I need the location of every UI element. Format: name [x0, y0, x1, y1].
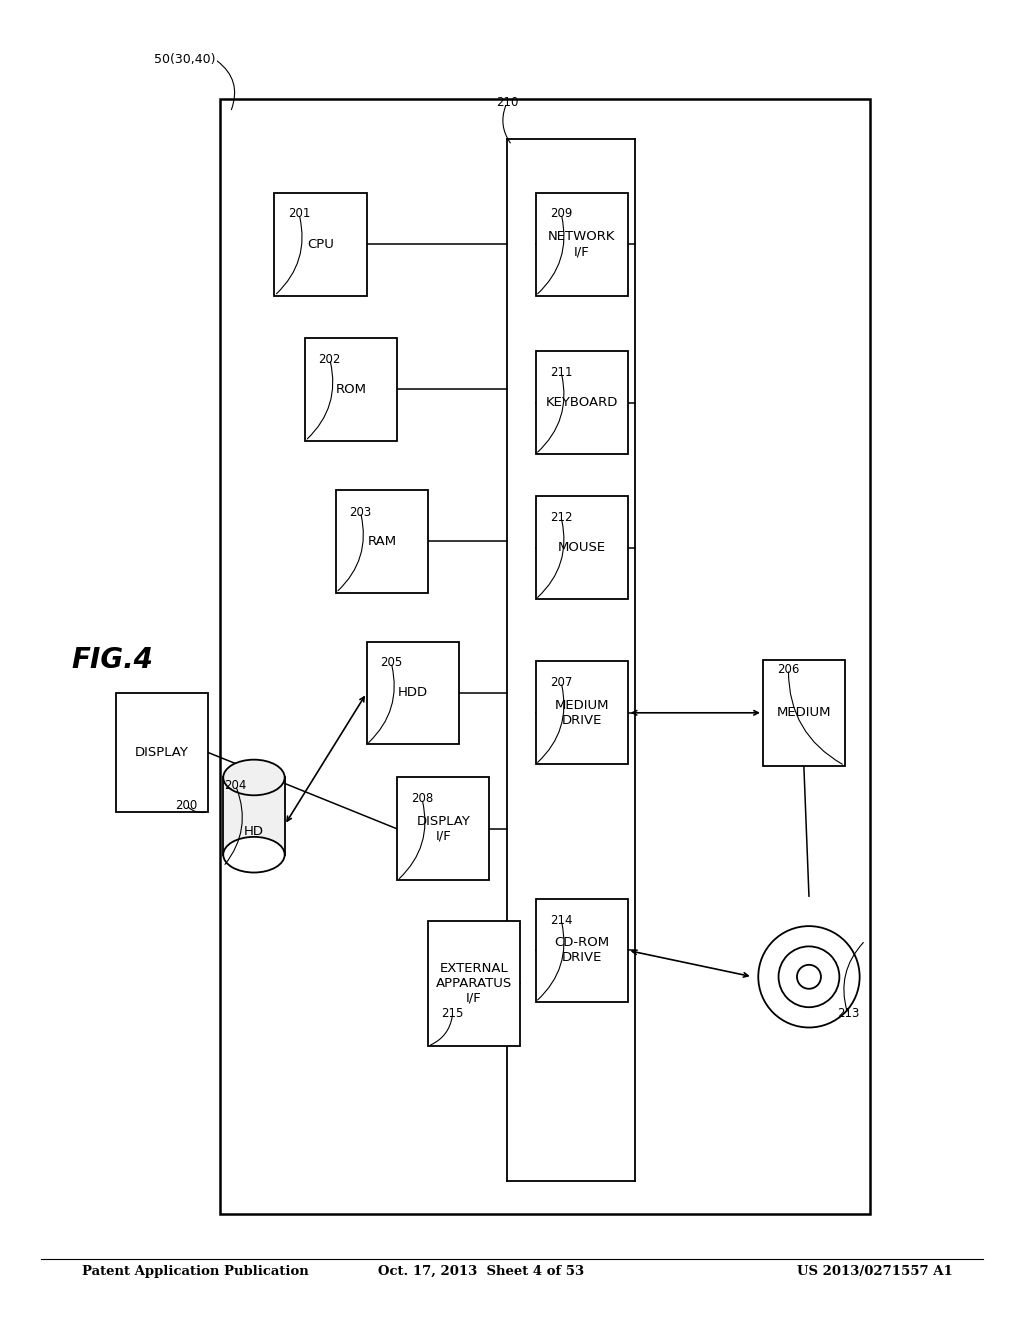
FancyBboxPatch shape — [367, 642, 459, 744]
Text: 204: 204 — [224, 779, 247, 792]
FancyBboxPatch shape — [763, 660, 845, 766]
Text: EXTERNAL
APPARATUS
I/F: EXTERNAL APPARATUS I/F — [436, 962, 512, 1005]
Text: Oct. 17, 2013  Sheet 4 of 53: Oct. 17, 2013 Sheet 4 of 53 — [378, 1265, 585, 1278]
Ellipse shape — [223, 759, 285, 795]
FancyBboxPatch shape — [220, 99, 870, 1214]
Text: NETWORK
I/F: NETWORK I/F — [548, 230, 615, 259]
Text: 214: 214 — [550, 913, 572, 927]
FancyBboxPatch shape — [116, 693, 208, 812]
Text: HD: HD — [244, 825, 264, 838]
Text: MEDIUM: MEDIUM — [776, 706, 831, 719]
Ellipse shape — [223, 837, 285, 873]
FancyBboxPatch shape — [428, 921, 520, 1045]
Text: CD-ROM
DRIVE: CD-ROM DRIVE — [554, 936, 609, 965]
Text: HDD: HDD — [397, 686, 428, 700]
FancyBboxPatch shape — [536, 661, 628, 764]
Text: RAM: RAM — [368, 535, 396, 548]
Text: 215: 215 — [441, 1007, 464, 1020]
Text: KEYBOARD: KEYBOARD — [546, 396, 617, 409]
Text: ROM: ROM — [336, 383, 367, 396]
Text: 205: 205 — [380, 656, 402, 669]
FancyBboxPatch shape — [274, 193, 367, 296]
Text: 206: 206 — [777, 663, 800, 676]
Text: MEDIUM
DRIVE: MEDIUM DRIVE — [554, 698, 609, 727]
FancyBboxPatch shape — [536, 351, 628, 454]
Text: 212: 212 — [550, 511, 572, 524]
FancyBboxPatch shape — [536, 193, 628, 296]
FancyBboxPatch shape — [397, 777, 489, 880]
Text: FIG.4: FIG.4 — [72, 645, 154, 675]
Text: 50(30,40): 50(30,40) — [154, 53, 215, 66]
Text: DISPLAY
I/F: DISPLAY I/F — [417, 814, 470, 843]
Text: Patent Application Publication: Patent Application Publication — [82, 1265, 308, 1278]
Text: 207: 207 — [550, 676, 572, 689]
FancyBboxPatch shape — [536, 496, 628, 599]
Text: 210: 210 — [496, 96, 518, 110]
FancyBboxPatch shape — [336, 490, 428, 593]
Text: 213: 213 — [837, 1007, 859, 1020]
Text: DISPLAY: DISPLAY — [135, 746, 188, 759]
FancyBboxPatch shape — [305, 338, 397, 441]
Text: US 2013/0271557 A1: US 2013/0271557 A1 — [797, 1265, 952, 1278]
Text: 200: 200 — [175, 799, 198, 812]
FancyBboxPatch shape — [536, 899, 628, 1002]
Text: 201: 201 — [288, 207, 310, 220]
Text: 202: 202 — [318, 352, 341, 366]
Text: 209: 209 — [550, 207, 572, 220]
Bar — [223, 777, 285, 855]
Text: 203: 203 — [349, 506, 372, 519]
Text: CPU: CPU — [307, 238, 334, 251]
Text: MOUSE: MOUSE — [558, 541, 605, 554]
Text: 208: 208 — [411, 792, 433, 805]
Text: 211: 211 — [550, 366, 572, 379]
